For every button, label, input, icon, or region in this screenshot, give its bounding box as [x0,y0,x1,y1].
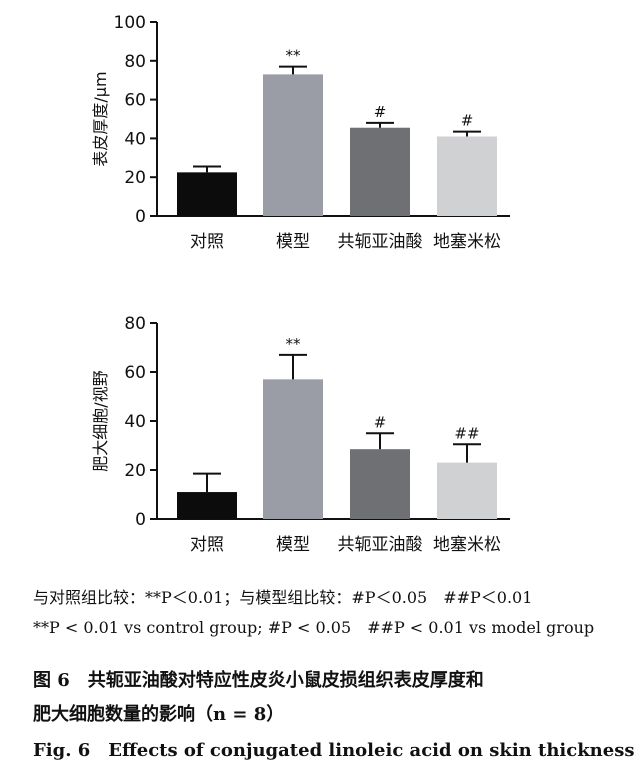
bar [263,74,323,216]
x-tick-label: 地塞米松 [433,535,501,555]
x-tick-label: 对照 [190,535,224,555]
y-tick-label: 0 [135,207,146,227]
y-tick-label: 80 [124,52,146,72]
x-tick-label: 模型 [276,232,310,252]
chart-epidermal-thickness: 0 20 40 60 80 100 表皮厚度/μm 对照 ** 模型 # 共轭亚油酸 # 地塞米松 [91,13,510,252]
y-tick-label: 20 [124,461,146,481]
y-tick-label: 60 [124,363,146,383]
y-axis-label: 表皮厚度/μm [91,71,110,166]
bar [437,462,497,519]
bar [350,449,410,519]
figure-caption-en-line1: Fig. 6 Effects of conjugated linoleic ac… [33,740,635,761]
x-tick-label: 地塞米松 [433,232,501,252]
significance-note-en: **P < 0.01 vs control group; #P < 0.05 #… [33,618,595,637]
significance-label: # [461,112,474,130]
x-tick-label: 模型 [276,535,310,555]
y-tick-label: 20 [124,168,146,188]
significance-label: ** [286,335,302,353]
figure-caption-cn-line1: 图 6 共轭亚油酸对特应性皮炎小鼠皮损组织表皮厚度和 [33,670,484,691]
significance-label: ** [286,47,302,65]
bar [437,136,497,216]
x-tick-label: 共轭亚油酸 [338,232,423,252]
y-tick-label: 40 [124,412,146,432]
bar [177,492,237,519]
x-tick-label: 对照 [190,232,224,252]
bar [263,379,323,519]
y-tick-label: 40 [124,129,146,149]
bar [177,172,237,216]
y-tick-label: 100 [114,13,146,33]
significance-label: # [374,413,387,431]
significance-note-cn: 与对照组比较：**P＜0.01；与模型组比较：#P＜0.05 ##P＜0.01 [33,588,533,607]
significance-label: # [374,103,387,121]
y-tick-label: 80 [124,314,146,334]
figure-caption-cn-line2: 肥大细胞数量的影响（n = 8） [33,704,285,725]
x-tick-label: 共轭亚油酸 [338,535,423,555]
y-tick-label: 0 [135,510,146,530]
y-axis-label: 肥大细胞/视野 [91,370,110,471]
bar [350,127,410,216]
significance-label: ## [454,424,479,442]
y-tick-label: 60 [124,91,146,111]
